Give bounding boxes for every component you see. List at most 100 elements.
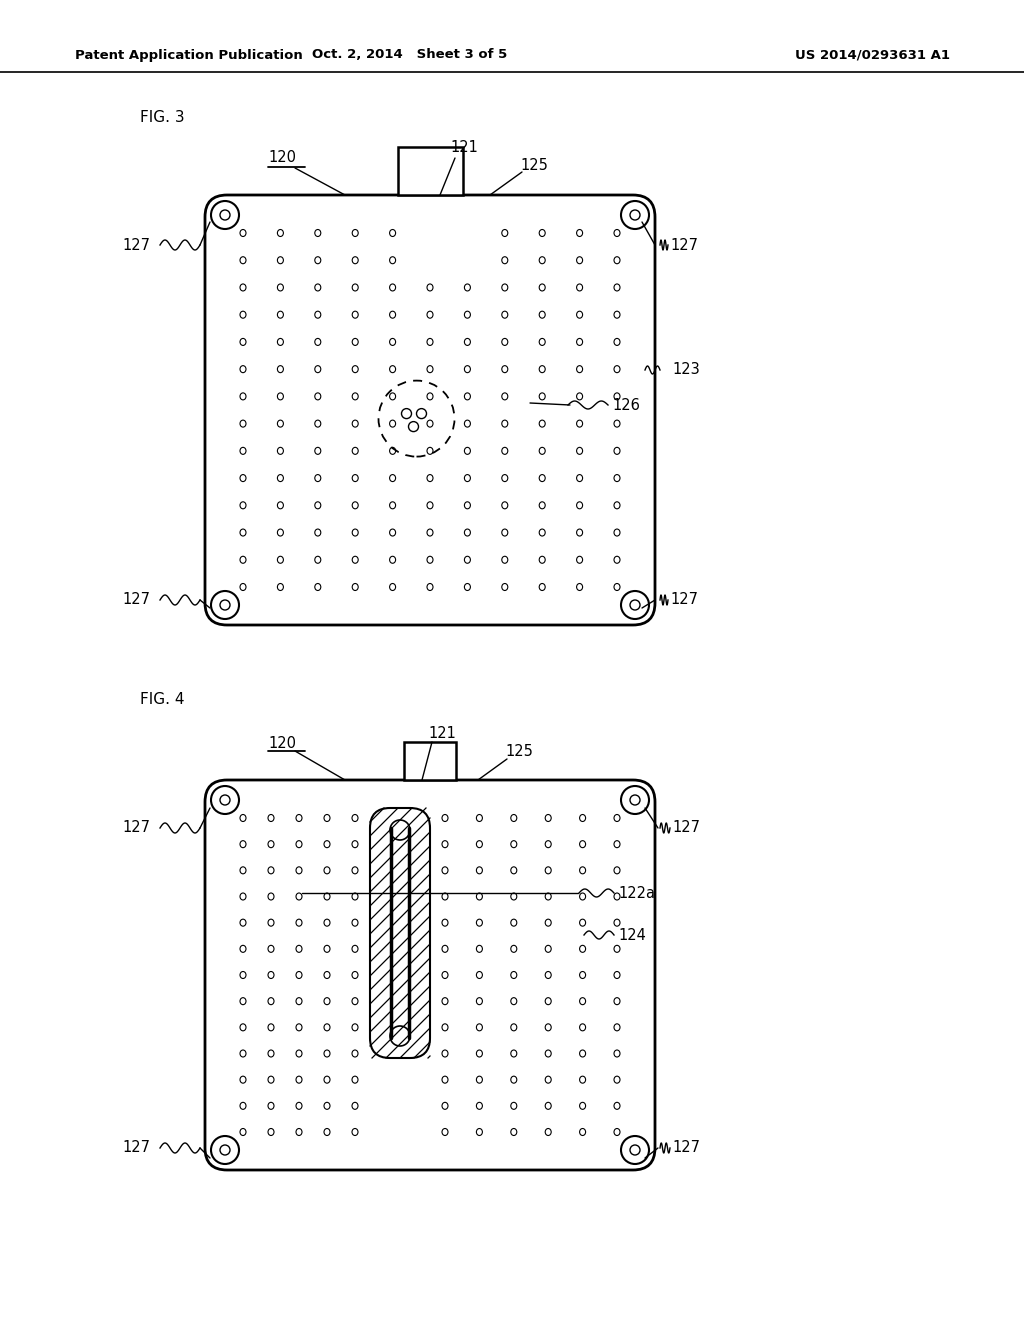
Ellipse shape (352, 447, 358, 454)
Ellipse shape (577, 447, 583, 454)
Ellipse shape (465, 284, 470, 290)
Ellipse shape (352, 814, 358, 821)
Ellipse shape (278, 475, 284, 482)
Ellipse shape (614, 312, 620, 318)
Ellipse shape (614, 447, 620, 454)
Ellipse shape (502, 338, 508, 346)
Text: 127: 127 (122, 1140, 150, 1155)
Text: 120: 120 (268, 735, 296, 751)
Ellipse shape (442, 814, 449, 821)
Ellipse shape (502, 284, 508, 290)
Ellipse shape (389, 447, 395, 454)
Ellipse shape (465, 475, 470, 482)
Ellipse shape (580, 1049, 586, 1057)
Ellipse shape (240, 256, 246, 264)
Ellipse shape (268, 1049, 274, 1057)
Ellipse shape (427, 312, 433, 318)
Ellipse shape (580, 1024, 586, 1031)
Ellipse shape (240, 1049, 246, 1057)
Ellipse shape (352, 919, 358, 927)
Ellipse shape (240, 338, 246, 346)
Ellipse shape (614, 841, 620, 847)
Ellipse shape (442, 1049, 449, 1057)
Ellipse shape (540, 284, 545, 290)
Ellipse shape (278, 230, 284, 236)
Ellipse shape (442, 1076, 449, 1084)
Ellipse shape (314, 312, 321, 318)
Circle shape (621, 1137, 649, 1164)
Ellipse shape (240, 475, 246, 482)
Ellipse shape (476, 1049, 482, 1057)
Circle shape (220, 795, 230, 805)
Ellipse shape (240, 841, 246, 847)
Ellipse shape (240, 502, 246, 508)
Ellipse shape (427, 583, 433, 590)
Ellipse shape (240, 366, 246, 372)
Ellipse shape (502, 447, 508, 454)
Ellipse shape (240, 1024, 246, 1031)
Ellipse shape (614, 529, 620, 536)
Ellipse shape (389, 338, 395, 346)
Ellipse shape (427, 556, 433, 564)
Ellipse shape (577, 284, 583, 290)
Ellipse shape (614, 1076, 620, 1084)
Ellipse shape (511, 1129, 517, 1135)
Ellipse shape (465, 420, 470, 428)
Ellipse shape (427, 475, 433, 482)
Text: 127: 127 (672, 821, 700, 836)
Bar (404, 742, 456, 780)
Ellipse shape (540, 556, 545, 564)
Ellipse shape (314, 529, 321, 536)
Ellipse shape (296, 1024, 302, 1031)
Ellipse shape (502, 393, 508, 400)
Ellipse shape (614, 556, 620, 564)
Ellipse shape (540, 256, 545, 264)
Ellipse shape (240, 867, 246, 874)
Ellipse shape (296, 1049, 302, 1057)
Ellipse shape (427, 529, 433, 536)
Ellipse shape (240, 556, 246, 564)
Ellipse shape (240, 447, 246, 454)
Ellipse shape (268, 1102, 274, 1109)
Circle shape (220, 1144, 230, 1155)
Ellipse shape (476, 1129, 482, 1135)
Ellipse shape (296, 998, 302, 1005)
Ellipse shape (442, 867, 449, 874)
Ellipse shape (540, 475, 545, 482)
Ellipse shape (352, 894, 358, 900)
Ellipse shape (278, 502, 284, 508)
Ellipse shape (580, 841, 586, 847)
Ellipse shape (614, 894, 620, 900)
Ellipse shape (352, 420, 358, 428)
Ellipse shape (268, 945, 274, 952)
Ellipse shape (240, 972, 246, 978)
Ellipse shape (614, 338, 620, 346)
Ellipse shape (240, 1076, 246, 1084)
Ellipse shape (278, 393, 284, 400)
Ellipse shape (324, 998, 330, 1005)
Circle shape (401, 409, 412, 418)
Ellipse shape (324, 894, 330, 900)
Ellipse shape (614, 366, 620, 372)
Ellipse shape (511, 919, 517, 927)
Ellipse shape (465, 366, 470, 372)
Text: FIG. 4: FIG. 4 (140, 693, 184, 708)
Ellipse shape (268, 894, 274, 900)
Ellipse shape (465, 447, 470, 454)
Ellipse shape (580, 814, 586, 821)
Ellipse shape (614, 867, 620, 874)
Ellipse shape (540, 529, 545, 536)
Ellipse shape (577, 502, 583, 508)
Ellipse shape (296, 841, 302, 847)
Ellipse shape (465, 583, 470, 590)
Ellipse shape (314, 502, 321, 508)
Ellipse shape (314, 420, 321, 428)
Ellipse shape (580, 919, 586, 927)
Ellipse shape (545, 1024, 551, 1031)
Ellipse shape (324, 1129, 330, 1135)
Ellipse shape (545, 998, 551, 1005)
Ellipse shape (296, 894, 302, 900)
Ellipse shape (511, 945, 517, 952)
Ellipse shape (389, 393, 395, 400)
Ellipse shape (240, 230, 246, 236)
